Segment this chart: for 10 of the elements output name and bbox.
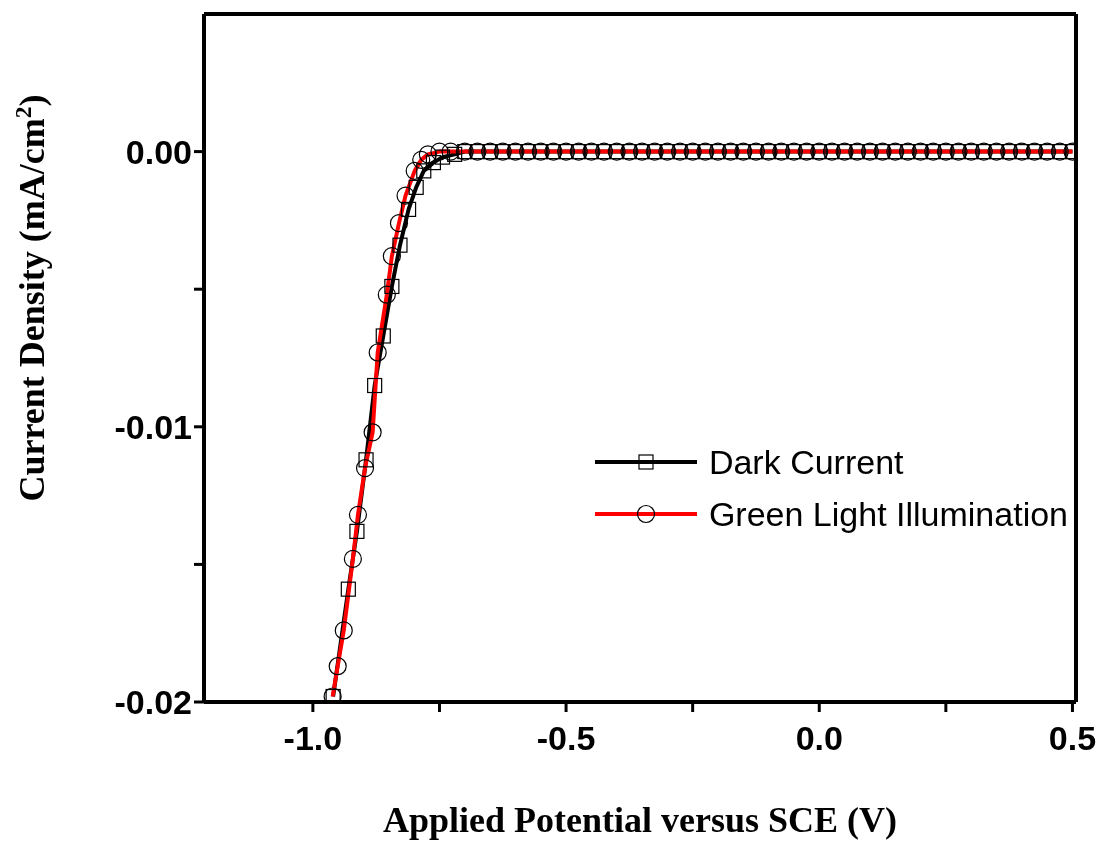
y-tick-label: -0.02 xyxy=(114,683,192,722)
y-tick-label: 0.00 xyxy=(125,132,192,171)
x-tick-label: -1.0 xyxy=(283,719,343,758)
legend-label: Dark Current xyxy=(708,442,904,483)
legend-label: Green Light Illumination xyxy=(708,494,1068,535)
x-tick-label: 0.5 xyxy=(1048,719,1097,758)
x-tick-label: -0.5 xyxy=(536,719,596,758)
x-axis-title: Applied Potential versus SCE (V) xyxy=(382,800,898,840)
x-tick-label: 0.0 xyxy=(795,719,843,758)
y-tick-label: -0.01 xyxy=(114,407,192,446)
